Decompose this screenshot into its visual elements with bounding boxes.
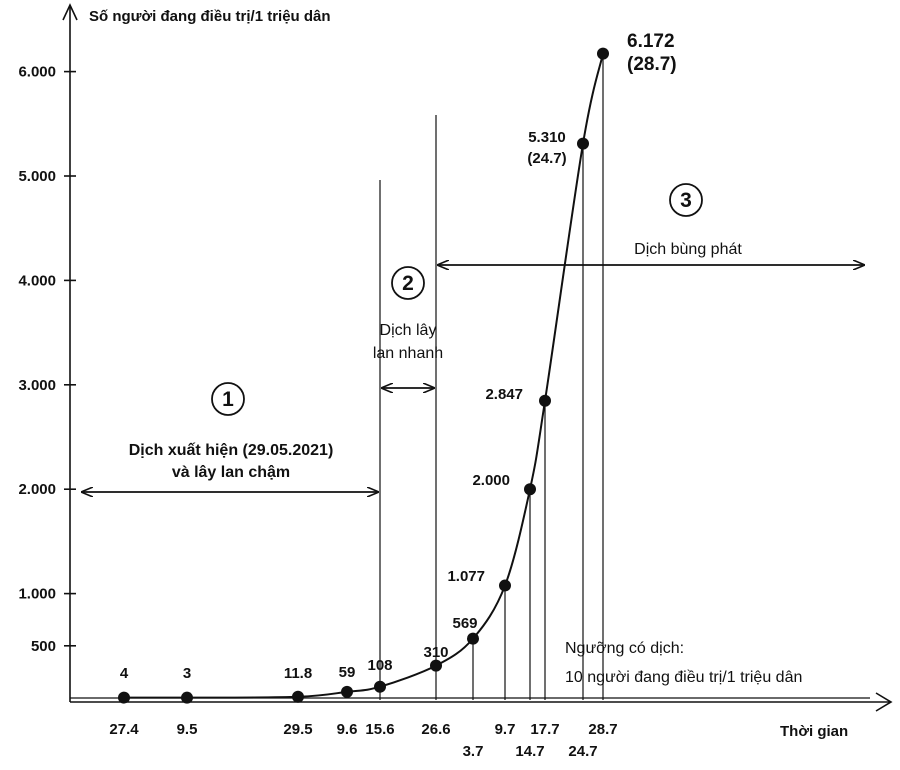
y-tick-label-6: 6.000	[18, 64, 56, 81]
data-point-3	[341, 685, 353, 698]
y-tick-label-3: 3.000	[18, 377, 56, 394]
data-point-9	[539, 394, 551, 407]
y-tick-label-5: 5.000	[18, 168, 56, 185]
x-tick-labels: 27.4 9.5 29.5 9.6 15.6 26.6 3.7 9.7 14.7 17.7 24.7…	[109, 721, 617, 760]
data-point-11	[597, 47, 609, 60]
phase-2-text-line1: Dịch lây	[380, 322, 437, 339]
x-tick-label-0: 27.4	[109, 721, 139, 738]
y-axis-title: Số người đang điều trị/1 triệu dân	[89, 8, 331, 25]
x-tick-label-10: 24.7	[568, 743, 597, 760]
value-label-2: 11.8	[284, 665, 312, 682]
x-tick-label-4: 15.6	[365, 721, 394, 738]
x-tick-label-3: 9.6	[337, 721, 358, 738]
y-tick-label-2: 2.000	[18, 481, 56, 498]
x-tick-label-6: 3.7	[463, 743, 484, 760]
data-point-8	[524, 483, 536, 496]
value-label-0: 4	[120, 665, 129, 682]
y-tick-label-4: 4.000	[18, 272, 56, 289]
phase-2-text-line2: lan nhanh	[373, 345, 443, 362]
y-ticks: 500 1.000 2.000 3.000 4.000 5.000 6.000	[18, 64, 76, 655]
value-sublabel-10: (24.7)	[527, 150, 566, 167]
phase-3-number: 3	[680, 189, 692, 212]
phase-2-number: 2	[402, 272, 414, 295]
value-label-5: 310	[423, 644, 448, 661]
phase-2-circle	[391, 266, 425, 300]
y-tick-label-0: 500	[31, 638, 56, 655]
value-label-10: 5.310	[528, 129, 566, 146]
x-tick-label-7: 9.7	[495, 721, 516, 738]
x-axis-title: Thời gian	[780, 723, 848, 740]
x-tick-label-11: 28.7	[588, 721, 617, 738]
threshold-note-line1: Ngưỡng có dịch:	[565, 640, 684, 657]
data-point-7	[499, 579, 511, 592]
value-label-11: 6.172	[627, 31, 675, 52]
x-tick-label-1: 9.5	[177, 721, 198, 738]
phase-1-number: 1	[222, 388, 234, 411]
value-label-7: 1.077	[447, 568, 485, 585]
y-tick-label-1: 1.000	[18, 586, 56, 603]
data-point-0	[118, 691, 130, 704]
value-label-3: 59	[339, 664, 356, 681]
phase-3-circle	[669, 183, 703, 217]
data-point-2	[292, 690, 304, 703]
value-label-6: 569	[452, 615, 477, 632]
data-point-6	[467, 632, 479, 645]
data-point-10	[577, 137, 589, 150]
threshold-note-line2: 10 người đang điều trị/1 triệu dân	[565, 669, 802, 686]
y-axis-arrowhead	[62, 3, 78, 21]
guide-lines	[472, 53, 604, 700]
data-point-1	[181, 691, 193, 704]
x-tick-label-2: 29.5	[283, 721, 312, 738]
value-sublabel-11: (28.7)	[627, 54, 677, 75]
phase-1-text-line1: Dịch xuất hiện (29.05.2021)	[129, 442, 334, 459]
phase-1-circle	[211, 382, 245, 416]
value-label-4: 108	[367, 657, 392, 674]
value-label-9: 2.847	[485, 386, 523, 403]
x-tick-label-5: 26.6	[421, 721, 450, 738]
data-point-5	[430, 659, 442, 672]
value-label-8: 2.000	[472, 472, 510, 489]
x-axis-arrowhead	[875, 692, 893, 712]
x-tick-label-9: 17.7	[530, 721, 559, 738]
phase-3-text: Dịch bùng phát	[634, 241, 742, 258]
x-tick-label-8: 14.7	[515, 743, 544, 760]
phase-1-text-line2: và lây lan chậm	[172, 464, 290, 481]
data-point-4	[374, 680, 386, 693]
value-label-1: 3	[183, 665, 191, 682]
